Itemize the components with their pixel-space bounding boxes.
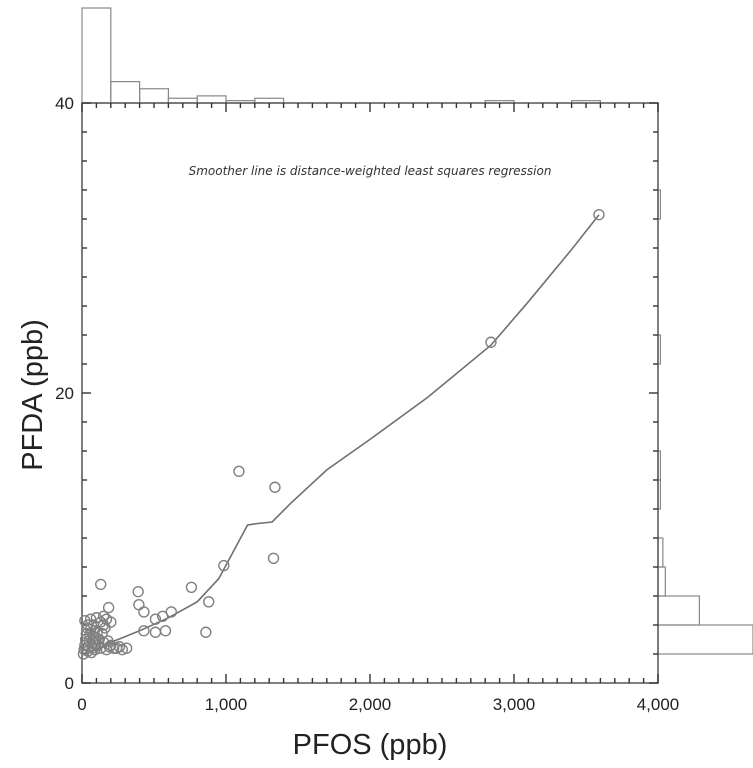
y-axis-title: PFDA (ppb)	[17, 319, 49, 471]
data-point	[113, 641, 126, 653]
y-tick-label: 40	[55, 94, 74, 113]
data-point	[96, 628, 108, 640]
right-histogram-bar	[657, 566, 666, 597]
data-point	[95, 642, 107, 654]
data-point	[185, 581, 198, 593]
x-axis-title: PFOS (ppb)	[293, 729, 448, 761]
data-point	[269, 481, 281, 493]
data-point	[485, 336, 497, 348]
data-point	[149, 626, 162, 638]
data-point	[82, 619, 94, 631]
top-histogram-bar	[139, 88, 170, 104]
x-tick-label: 2,000	[349, 695, 392, 714]
top-histogram-bar	[196, 95, 227, 104]
smoother-layer	[81, 214, 600, 655]
top-histogram-bar	[110, 81, 141, 104]
data-point	[97, 610, 110, 622]
data-point	[105, 639, 117, 651]
data-point	[267, 552, 280, 564]
annotation-text: Smoother line is distance-weighted least…	[189, 164, 552, 178]
x-axis-tick-labels: 0 1,000 2,000 3,000 4,000	[77, 695, 679, 714]
data-point	[132, 585, 144, 598]
plot-frame	[81, 102, 659, 684]
data-point	[159, 625, 172, 637]
data-point	[138, 606, 150, 618]
data-point	[200, 626, 212, 638]
x-tick-label: 0	[77, 695, 86, 714]
data-point	[165, 606, 177, 618]
x-tick-label: 1,000	[205, 695, 248, 714]
y-tick-label: 20	[55, 384, 74, 403]
y-tick-label: 0	[65, 674, 74, 693]
x-tick-label: 3,000	[493, 695, 536, 714]
top-histogram-bar	[81, 7, 112, 104]
data-point	[84, 613, 97, 625]
smoother-line	[81, 214, 600, 655]
data-point	[218, 559, 230, 572]
y-axis-tick-labels: 0 20 40	[55, 94, 74, 693]
axis-ticks	[81, 102, 659, 684]
data-point	[203, 596, 215, 608]
data-point	[95, 578, 107, 591]
data-point	[233, 465, 245, 477]
data-point	[97, 619, 110, 631]
right-histogram-bar	[657, 595, 701, 626]
data-point	[149, 613, 162, 625]
right-histogram-bar	[657, 624, 753, 655]
data-point	[102, 601, 115, 614]
data-point	[107, 642, 120, 654]
data-point	[105, 616, 117, 628]
top-marginal-histogram	[81, 7, 601, 104]
data-point	[138, 625, 150, 637]
data-point	[593, 208, 605, 221]
data-point	[133, 599, 145, 611]
right-marginal-histogram	[657, 189, 753, 655]
points-layer	[77, 208, 605, 660]
x-tick-label: 4,000	[637, 695, 680, 714]
data-point	[120, 642, 133, 654]
